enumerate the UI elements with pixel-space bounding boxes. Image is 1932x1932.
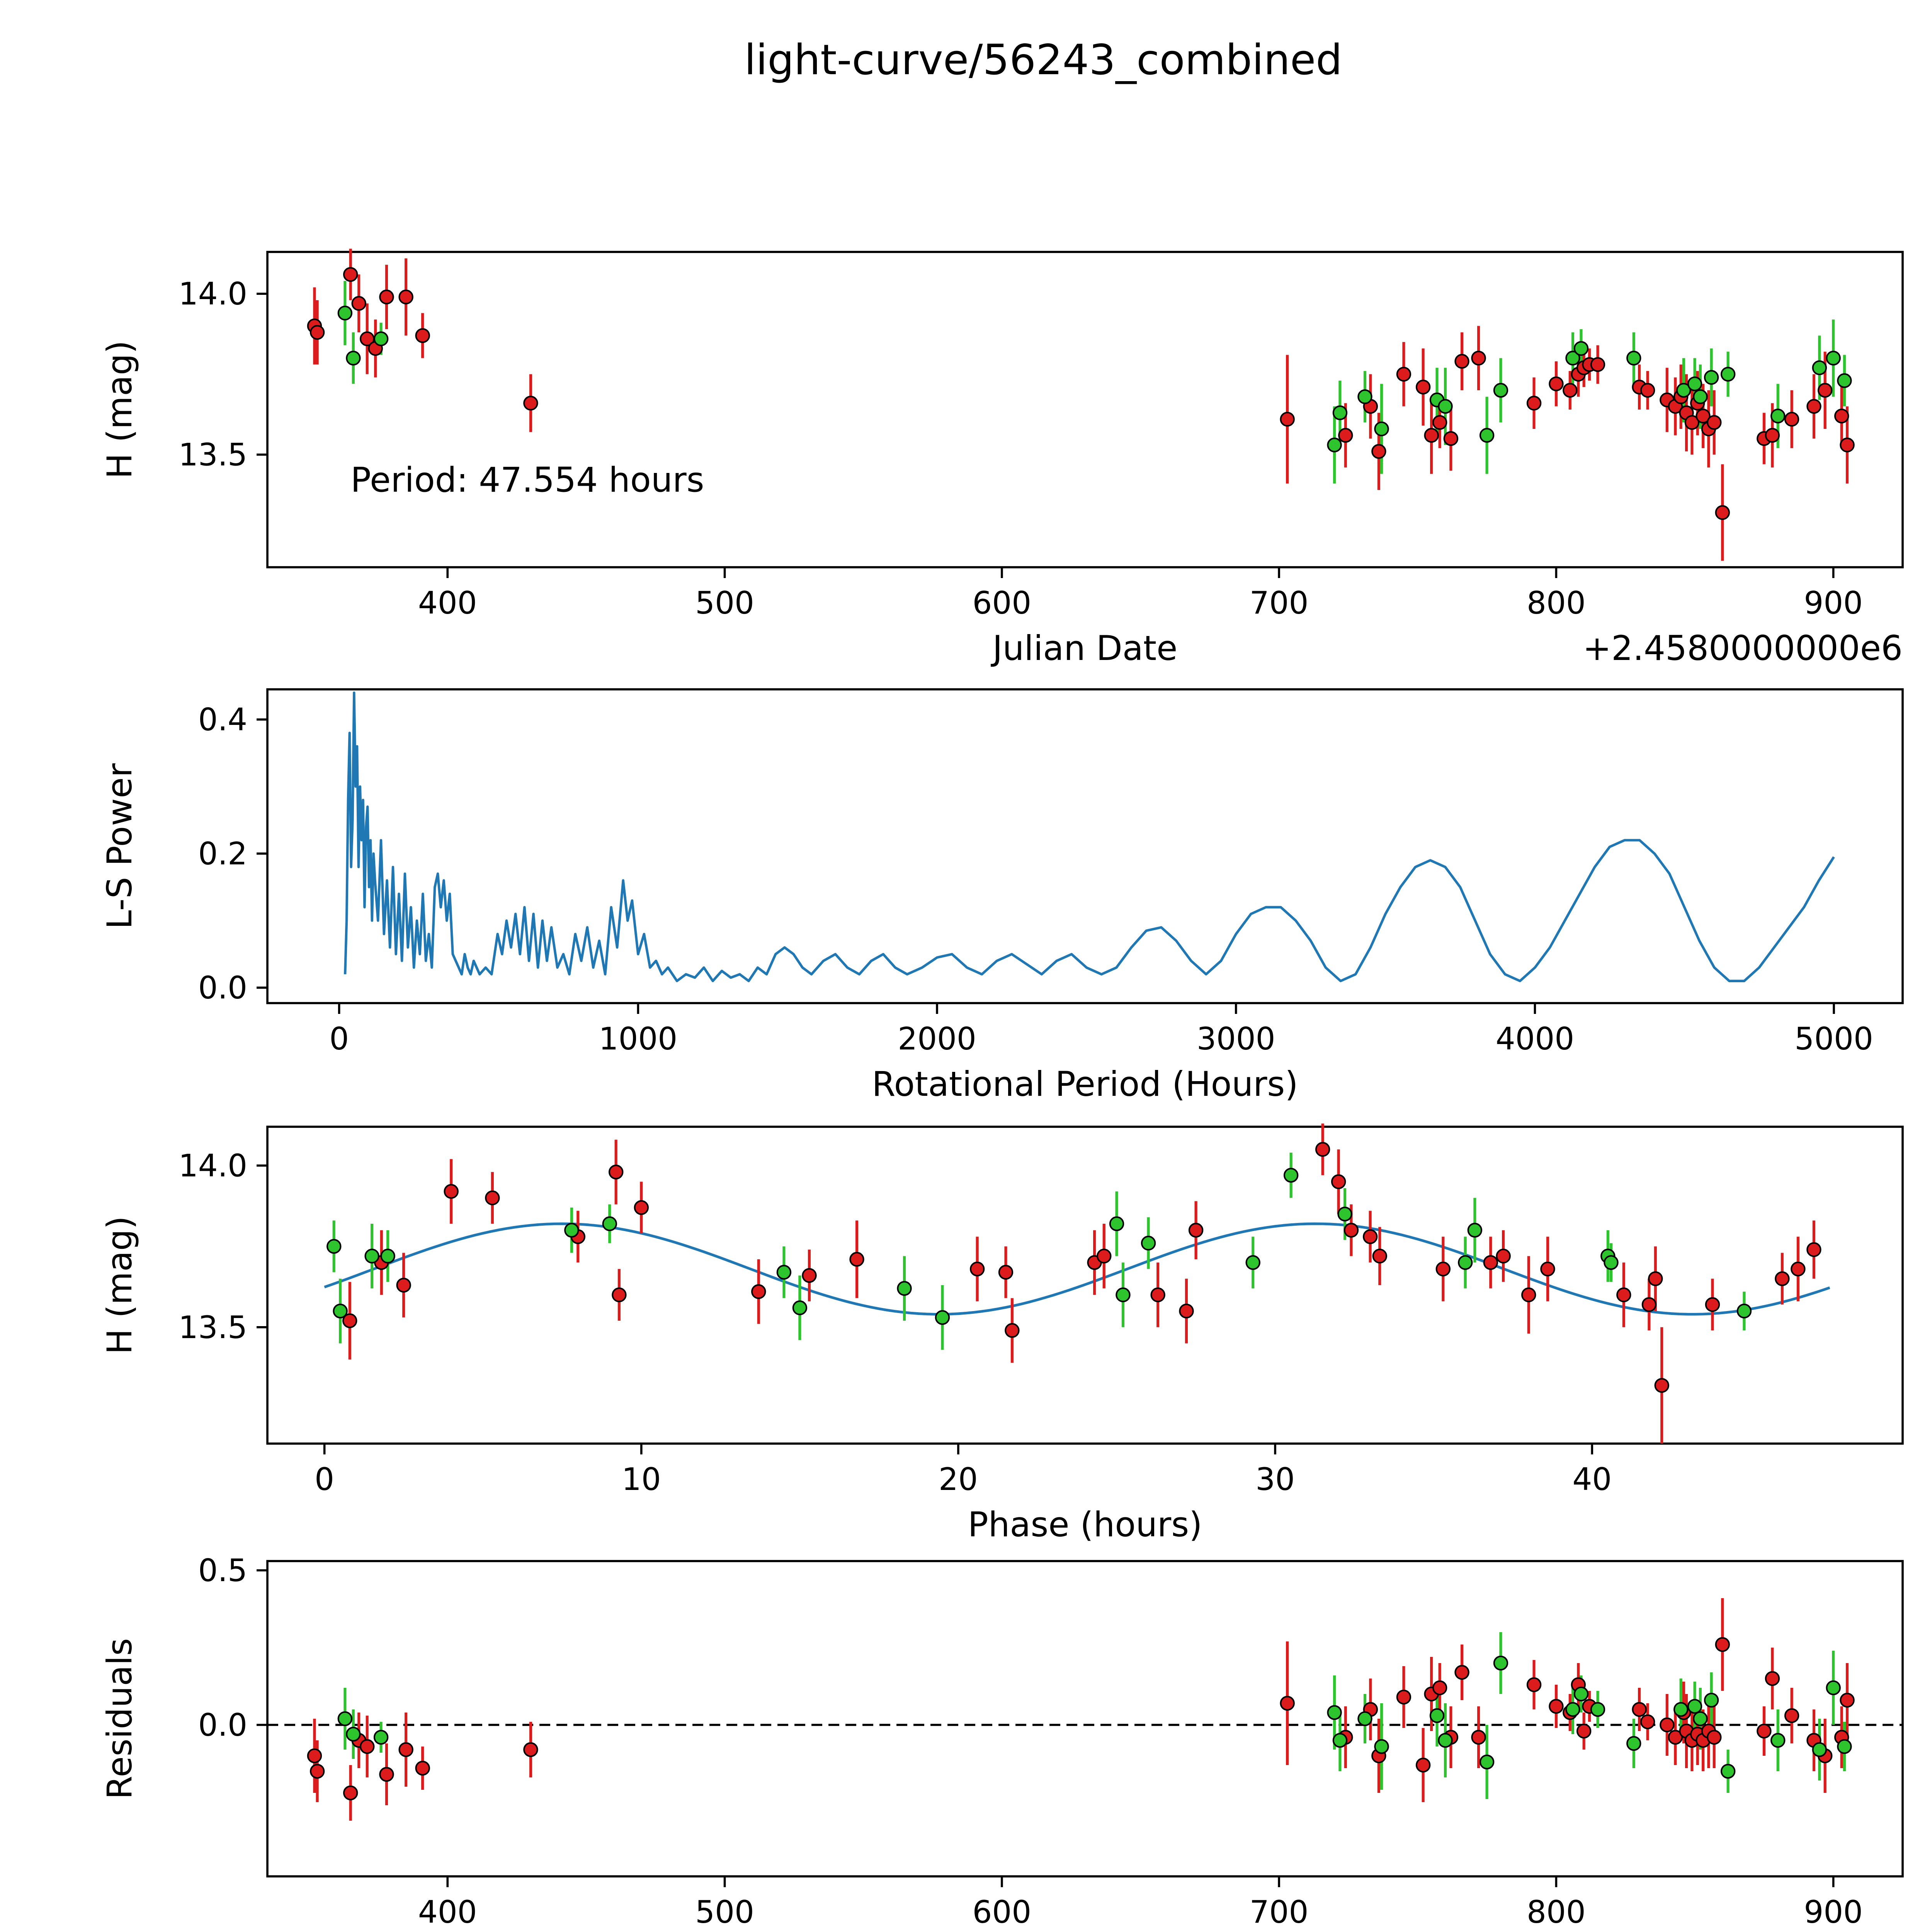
svg-text:5000: 5000 bbox=[1794, 1021, 1873, 1057]
svg-text:14.0: 14.0 bbox=[179, 276, 247, 312]
svg-text:20: 20 bbox=[939, 1461, 978, 1497]
svg-text:600: 600 bbox=[972, 585, 1031, 621]
svg-text:0: 0 bbox=[329, 1021, 349, 1057]
svg-text:900: 900 bbox=[1804, 1894, 1863, 1930]
svg-text:0: 0 bbox=[315, 1461, 334, 1497]
svg-text:0.4: 0.4 bbox=[198, 702, 247, 738]
svg-text:14.0: 14.0 bbox=[179, 1148, 247, 1184]
svg-text:3000: 3000 bbox=[1197, 1021, 1276, 1057]
svg-text:500: 500 bbox=[695, 1894, 754, 1930]
svg-text:700: 700 bbox=[1250, 585, 1309, 621]
svg-text:L-S Power: L-S Power bbox=[100, 763, 139, 929]
svg-text:500: 500 bbox=[695, 585, 754, 621]
svg-text:400: 400 bbox=[418, 585, 477, 621]
svg-text:40: 40 bbox=[1572, 1461, 1612, 1497]
svg-text:13.5: 13.5 bbox=[179, 1310, 247, 1345]
svg-text:2000: 2000 bbox=[898, 1021, 976, 1057]
svg-text:Phase (hours): Phase (hours) bbox=[968, 1505, 1202, 1544]
svg-text:800: 800 bbox=[1527, 585, 1586, 621]
svg-text:1000: 1000 bbox=[599, 1021, 678, 1057]
svg-text:+2.4580000000e6: +2.4580000000e6 bbox=[1583, 628, 1903, 668]
light-curve-panel: 400 500 600 700 800 900 13.5 14.0 Julian Date H (… bbox=[100, 248, 1904, 668]
svg-text:800: 800 bbox=[1527, 1894, 1586, 1930]
svg-text:600: 600 bbox=[972, 1894, 1031, 1930]
periodogram-panel: 0 1000 2000 3000 4000 5000 0.0 0.2 0.4 Rotational… bbox=[100, 688, 1904, 1104]
svg-text:0.0: 0.0 bbox=[198, 970, 247, 1006]
svg-text:0.2: 0.2 bbox=[198, 836, 247, 872]
svg-text:13.5: 13.5 bbox=[179, 437, 247, 473]
figure-title: light-curve/56243_combined bbox=[744, 36, 1342, 84]
svg-text:400: 400 bbox=[418, 1894, 477, 1930]
svg-text:Rotational Period (Hours): Rotational Period (Hours) bbox=[872, 1064, 1298, 1104]
svg-text:H (mag): H (mag) bbox=[100, 340, 139, 479]
svg-text:H (mag): H (mag) bbox=[100, 1216, 139, 1354]
svg-text:700: 700 bbox=[1250, 1894, 1309, 1930]
svg-text:0.0: 0.0 bbox=[198, 1707, 247, 1743]
svg-text:Julian Date: Julian Date bbox=[991, 628, 1178, 668]
svg-text:10: 10 bbox=[622, 1461, 661, 1497]
svg-text:30: 30 bbox=[1255, 1461, 1295, 1497]
svg-text:Period: 47.554 hours: Period: 47.554 hours bbox=[350, 460, 704, 500]
svg-text:Residuals: Residuals bbox=[100, 1638, 139, 1799]
svg-text:900: 900 bbox=[1804, 585, 1863, 621]
phase-panel: 0 10 20 30 40 13.5 14.0 Phase (hours) H (mag) bbox=[100, 1123, 1904, 1544]
svg-text:4000: 4000 bbox=[1496, 1021, 1575, 1057]
svg-text:0.5: 0.5 bbox=[198, 1553, 247, 1588]
